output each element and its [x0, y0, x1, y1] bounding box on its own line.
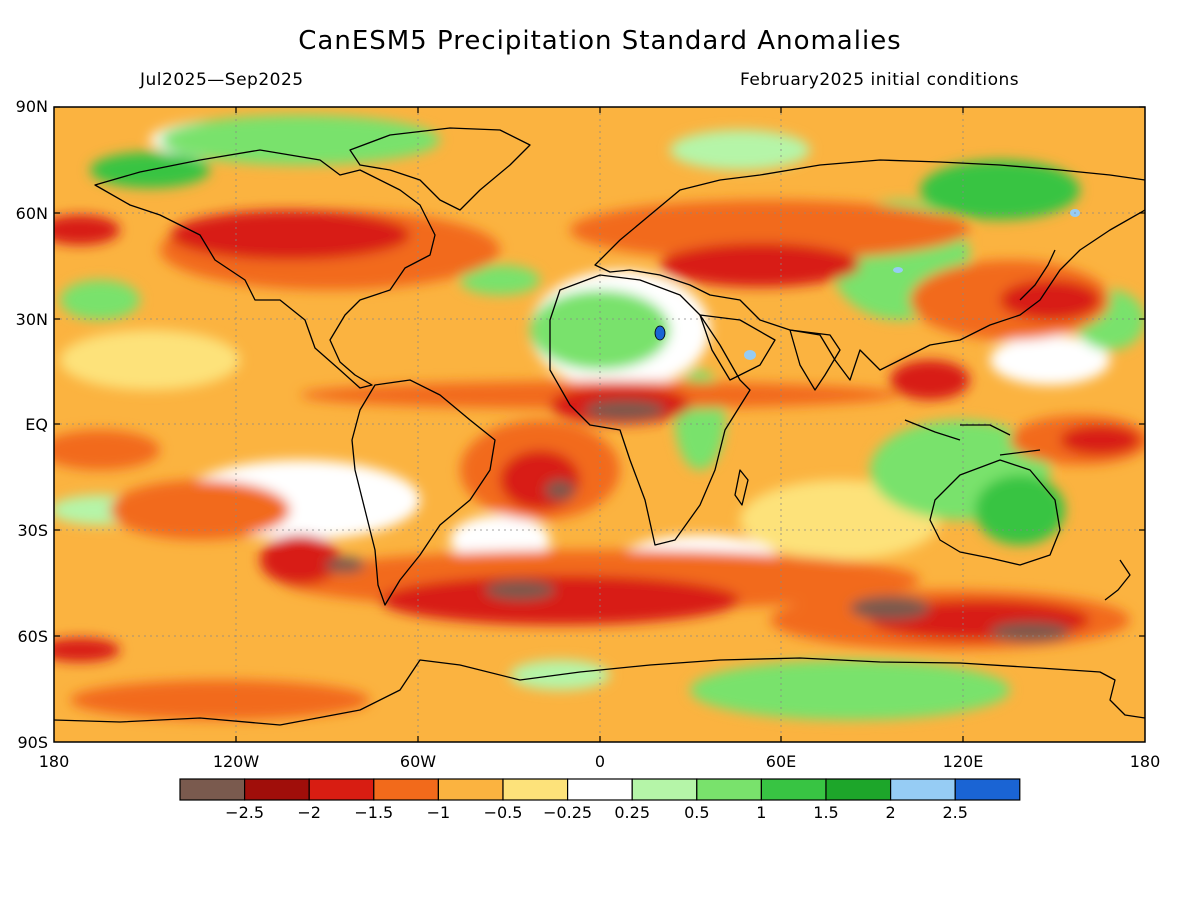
forecast-period: Jul2025—Sep2025: [140, 70, 304, 90]
legend-label: −1.5: [354, 803, 393, 822]
legend-label: 0.5: [684, 803, 709, 822]
grid-lines: [54, 107, 1145, 742]
lat-label: 90N: [16, 97, 48, 116]
initial-conditions: February2025 initial conditions: [740, 70, 1020, 90]
legend-label: −0.25: [543, 803, 592, 822]
legend-swatch: [566, 778, 633, 801]
legend-swatch: [244, 778, 310, 801]
legend-swatch: [502, 778, 569, 801]
legend-swatch: [889, 778, 956, 801]
legend-label: −2: [297, 803, 321, 822]
legend-swatch: [760, 778, 827, 801]
lon-label: 180: [1130, 752, 1161, 771]
lat-label: 30S: [17, 521, 48, 540]
lon-label: 120E: [943, 752, 984, 771]
legend-label: 1: [756, 803, 766, 822]
lat-label: EQ: [25, 415, 48, 434]
legend-label: 2: [886, 803, 896, 822]
lat-label: 90S: [17, 733, 48, 752]
map-title: CanESM5 Precipitation Standard Anomalies: [298, 26, 902, 56]
legend-label: 1.5: [813, 803, 838, 822]
color-legend: −2.5 −2 −1.5 −1 −0.5 −0.25 0.25 0.5 1 1.5 2 2.5: [179, 778, 1021, 822]
axis-ticks: [54, 106, 1145, 742]
lon-label: 180: [39, 752, 70, 771]
legend-swatch: [179, 778, 246, 801]
lat-label: 60N: [16, 204, 48, 223]
legend-swatch: [696, 778, 762, 801]
lat-label: 30N: [16, 310, 48, 329]
lon-label: 120W: [213, 752, 260, 771]
lon-label: 0: [595, 752, 605, 771]
lon-label: 60W: [400, 752, 436, 771]
legend-swatch: [373, 778, 439, 801]
lat-label: 60S: [17, 627, 48, 646]
legend-label: 0.25: [614, 803, 650, 822]
legend-swatch: [308, 778, 375, 801]
legend-label: −0.5: [484, 803, 523, 822]
legend-label: −2.5: [225, 803, 264, 822]
latitude-labels: 90N 60N 30N EQ 30S 60S 90S: [16, 97, 48, 752]
longitude-labels: 180 120W 60W 0 60E 120E 180: [39, 752, 1161, 771]
legend-swatch: [954, 778, 1021, 801]
legend-swatch: [437, 778, 504, 801]
legend-label: 2.5: [942, 803, 967, 822]
coastlines: [54, 127, 1145, 726]
lon-label: 60E: [766, 752, 796, 771]
legend-label: −1: [427, 803, 451, 822]
legend-swatch: [631, 778, 698, 801]
legend-swatch: [825, 778, 892, 801]
